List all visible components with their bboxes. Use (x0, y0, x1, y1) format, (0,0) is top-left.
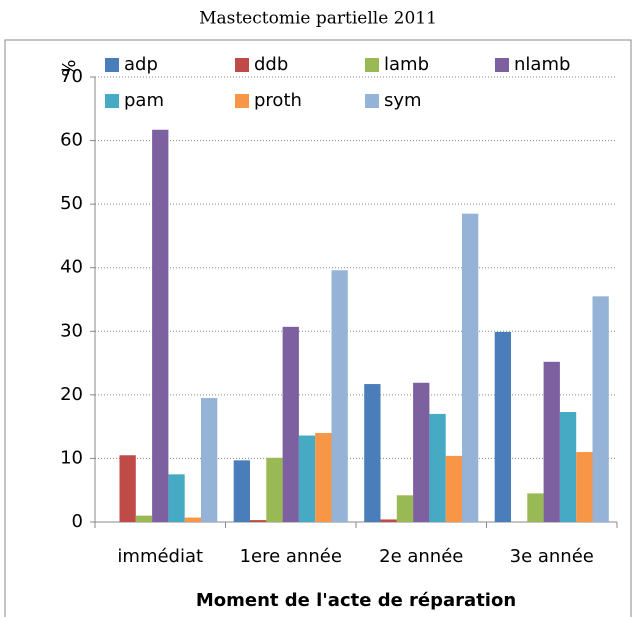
y-tick-label: 60 (60, 130, 83, 151)
legend-marker (365, 58, 379, 72)
bar (119, 455, 136, 522)
y-tick-label: 30 (60, 320, 83, 341)
legend-label: adp (124, 54, 158, 75)
legend-label: proth (254, 90, 302, 111)
bar (266, 457, 283, 522)
bar (282, 326, 299, 522)
bar (135, 515, 153, 522)
bar (331, 270, 348, 522)
bar (559, 412, 577, 522)
bar (233, 460, 250, 522)
legend-label: nlamb (514, 54, 570, 75)
y-tick-label: 70 (60, 66, 83, 87)
x-tick-label: 1ere année (240, 546, 342, 567)
legend-marker (105, 94, 119, 108)
bar (315, 433, 332, 522)
x-tick-label: 2e année (379, 546, 463, 567)
bar (298, 435, 316, 522)
bar (168, 474, 185, 522)
legend-marker (235, 94, 249, 108)
bar (364, 384, 381, 522)
legend-label: pam (124, 90, 164, 111)
bar (184, 517, 201, 522)
legend-marker (495, 58, 509, 72)
legend-label: sym (384, 90, 422, 111)
legend-marker (235, 58, 249, 72)
legend-marker (105, 58, 119, 72)
y-axis-label: % (59, 59, 80, 76)
bar (250, 520, 267, 522)
chart-title: Mastectomie partielle 2011 (199, 9, 437, 29)
bar (527, 493, 544, 522)
bar (396, 495, 414, 522)
bar (462, 213, 479, 522)
bar (494, 331, 511, 522)
y-tick-label: 20 (60, 384, 83, 405)
bar (592, 296, 609, 522)
bar (380, 519, 397, 522)
bar (201, 398, 218, 522)
bar (576, 452, 593, 522)
legend-marker (365, 94, 379, 108)
y-tick-label: 40 (60, 257, 83, 278)
chart-frame (4, 39, 632, 617)
bar (445, 455, 462, 522)
bar (413, 382, 430, 522)
y-tick-label: 0 (72, 511, 83, 532)
bar (543, 361, 560, 522)
legend-label: lamb (384, 54, 429, 75)
y-tick-label: 50 (60, 193, 83, 214)
bar (152, 129, 169, 522)
x-tick-label: 3e année (510, 546, 594, 567)
bar (429, 413, 446, 522)
x-tick-label: immédiat (117, 546, 203, 567)
x-axis-label: Moment de l'acte de réparation (196, 590, 516, 611)
y-tick-label: 10 (60, 447, 83, 468)
legend-label: ddb (254, 54, 288, 75)
